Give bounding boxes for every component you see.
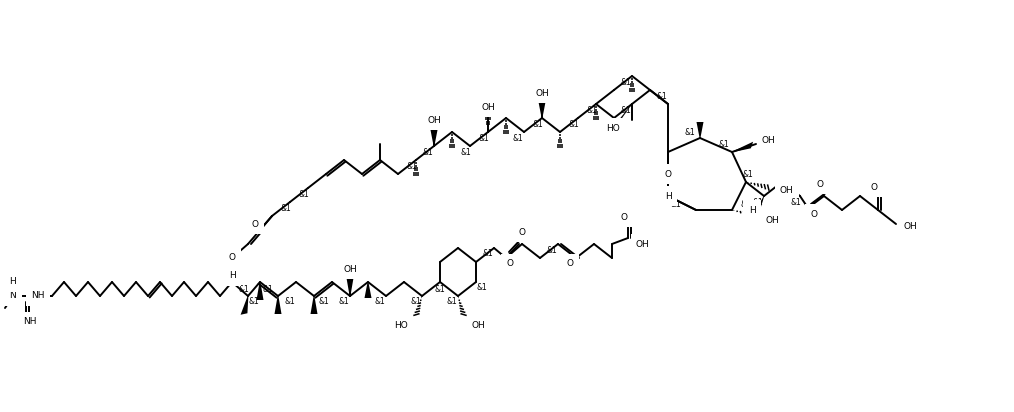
Text: O: O (810, 209, 817, 218)
Text: O: O (251, 220, 259, 229)
Text: OH: OH (762, 136, 776, 145)
Text: O: O (567, 260, 574, 269)
Polygon shape (752, 196, 765, 215)
Text: &1: &1 (547, 246, 558, 255)
Text: HO: HO (606, 124, 620, 133)
Text: O: O (251, 220, 259, 229)
Text: H: H (9, 278, 16, 286)
Text: N: N (9, 292, 16, 300)
Text: &1: &1 (248, 297, 260, 307)
Polygon shape (732, 142, 753, 152)
Text: OH: OH (481, 103, 495, 112)
Polygon shape (538, 102, 546, 118)
Text: &1: &1 (740, 199, 751, 208)
Text: OH: OH (427, 115, 441, 124)
Text: H: H (228, 272, 235, 281)
Polygon shape (310, 296, 317, 314)
Text: O: O (228, 253, 235, 262)
Text: &1: &1 (742, 169, 753, 178)
Text: &1: &1 (477, 283, 488, 293)
Text: &1: &1 (719, 140, 729, 148)
Text: OH: OH (780, 185, 794, 194)
Text: &1: &1 (285, 297, 295, 307)
Text: &1: &1 (791, 197, 801, 206)
Text: HO: HO (394, 321, 408, 330)
Polygon shape (364, 282, 371, 298)
Text: &1: &1 (479, 133, 490, 143)
Polygon shape (275, 296, 282, 314)
Text: H: H (664, 192, 671, 201)
Text: H: H (9, 278, 16, 286)
Text: OH: OH (343, 265, 357, 274)
Text: OH: OH (472, 321, 486, 330)
Text: &1: &1 (299, 190, 309, 199)
Polygon shape (615, 104, 633, 124)
Text: &1: &1 (435, 286, 445, 295)
Text: O: O (816, 180, 823, 189)
Text: &1: &1 (483, 250, 494, 258)
Text: &1: &1 (684, 127, 696, 136)
Text: O: O (507, 260, 513, 269)
Text: &1: &1 (513, 133, 523, 143)
Text: &1: &1 (752, 197, 764, 206)
Text: OH: OH (535, 89, 549, 98)
Text: &1: &1 (621, 77, 632, 87)
Polygon shape (240, 296, 248, 315)
Text: &1: &1 (374, 297, 385, 307)
Text: &1: &1 (318, 297, 330, 307)
Text: NH: NH (31, 292, 45, 300)
Text: O: O (870, 183, 877, 192)
Text: &1: &1 (339, 297, 350, 307)
Text: OH: OH (766, 215, 780, 225)
Text: &1: &1 (670, 199, 681, 208)
Text: &1: &1 (238, 286, 249, 295)
Text: NH: NH (31, 292, 45, 300)
Polygon shape (257, 282, 264, 300)
Text: &1: &1 (263, 286, 274, 295)
Text: &1: &1 (423, 147, 433, 157)
Text: &1: &1 (532, 119, 544, 129)
Text: O: O (664, 169, 671, 178)
Text: &1: &1 (407, 162, 418, 171)
Text: NH: NH (23, 318, 37, 326)
Text: &1: &1 (460, 147, 472, 157)
Text: &1: &1 (657, 91, 667, 101)
Polygon shape (697, 122, 704, 138)
Text: N: N (9, 292, 16, 300)
Polygon shape (347, 278, 354, 296)
Text: NH: NH (23, 318, 37, 326)
Text: &1: &1 (587, 105, 597, 115)
Text: &1: &1 (446, 297, 457, 307)
Text: O: O (518, 227, 525, 236)
Text: &1: &1 (281, 204, 291, 213)
Text: O: O (621, 213, 628, 222)
Polygon shape (431, 130, 437, 146)
Text: &1: &1 (621, 105, 632, 115)
Text: &1: &1 (411, 297, 422, 307)
Text: OH: OH (636, 239, 650, 248)
Text: H: H (748, 206, 755, 215)
Text: &1: &1 (569, 119, 579, 129)
Text: OH: OH (904, 222, 918, 230)
Text: O: O (228, 253, 235, 262)
